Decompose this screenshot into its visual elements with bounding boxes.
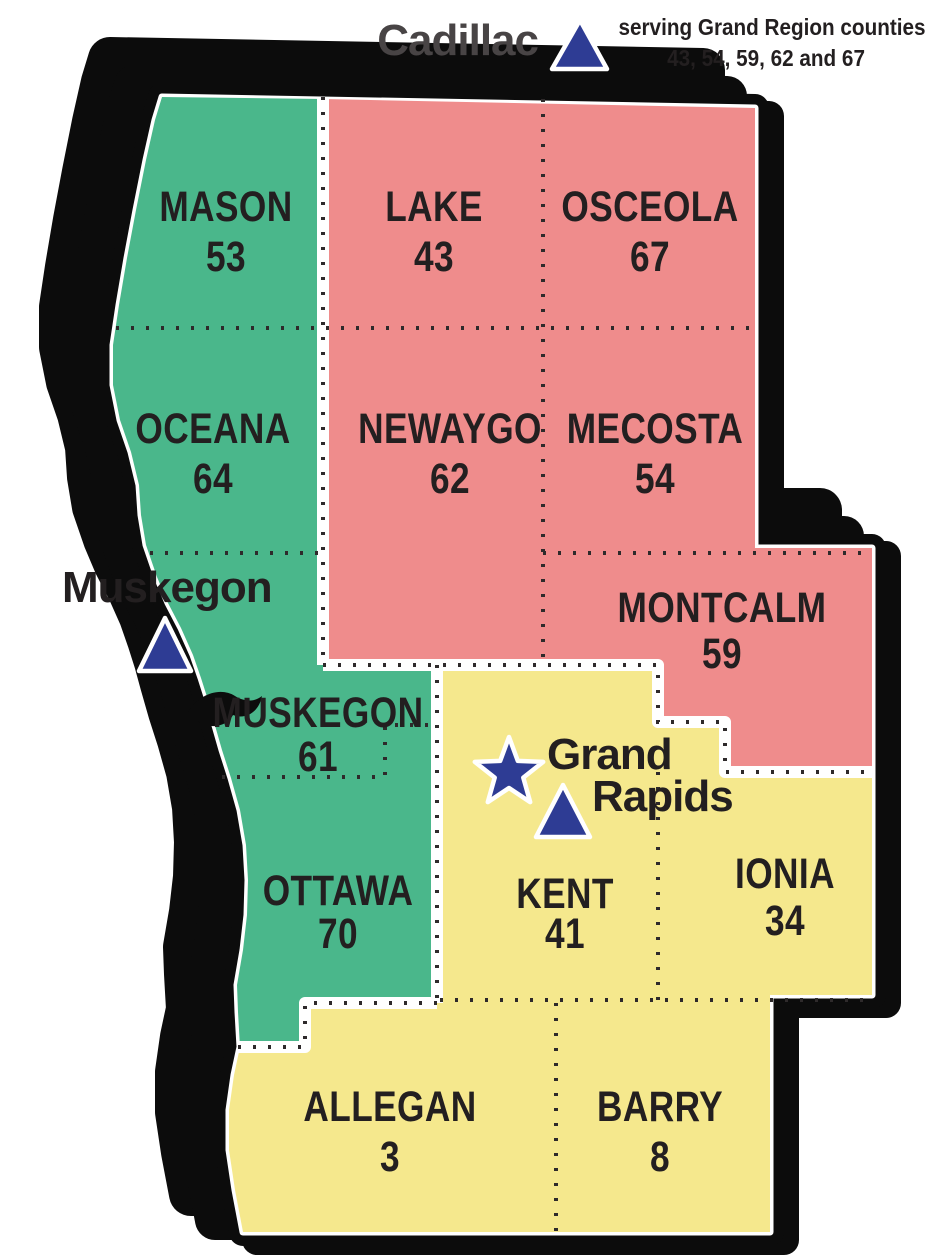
county-number: 41 bbox=[545, 910, 585, 958]
grand-rapids-line1: Grand bbox=[547, 730, 672, 779]
county-name: NEWAYGO bbox=[358, 405, 542, 453]
county-label-ionia: IONIA 34 bbox=[735, 850, 835, 945]
county-name: IONIA bbox=[735, 850, 835, 898]
county-label-lake: LAKE 43 bbox=[385, 183, 483, 281]
region-red-grand-north bbox=[323, 99, 872, 772]
county-number: 34 bbox=[765, 897, 805, 945]
county-number: 61 bbox=[298, 733, 338, 781]
county-label-newaygo: NEWAYGO 62 bbox=[358, 405, 542, 503]
cadillac-triangle-icon bbox=[549, 17, 610, 72]
county-number: 59 bbox=[702, 630, 742, 678]
county-name: OTTAWA bbox=[263, 867, 414, 915]
grand-rapids-triangle-icon bbox=[533, 782, 593, 840]
county-name: BARRY bbox=[597, 1083, 723, 1131]
county-number: 62 bbox=[430, 455, 470, 503]
county-number: 54 bbox=[635, 455, 675, 503]
county-label-mason: MASON 53 bbox=[159, 183, 292, 281]
city-label-cadillac: Cadillac bbox=[377, 16, 538, 65]
county-name: OCEANA bbox=[135, 405, 290, 453]
county-label-osceola: OSCEOLA 67 bbox=[561, 183, 738, 281]
county-label-oceana: OCEANA 64 bbox=[135, 405, 290, 503]
county-label-allegan: ALLEGAN 3 bbox=[303, 1083, 476, 1181]
region-note-line2: 43, 54, 59, 62 and 67 bbox=[667, 45, 865, 71]
county-label-ottawa: OTTAWA 70 bbox=[263, 867, 414, 958]
county-name: LAKE bbox=[385, 183, 483, 231]
county-labels: MASON 53 LAKE 43 OSCEOLA 67 OCEANA 64 NE… bbox=[135, 183, 835, 1181]
county-number: 70 bbox=[318, 910, 358, 958]
county-number: 3 bbox=[380, 1133, 400, 1181]
region-yellow-south bbox=[229, 665, 872, 1232]
county-name: MONTCALM bbox=[618, 584, 827, 632]
city-markers bbox=[136, 17, 610, 840]
county-boundary-dots bbox=[116, 97, 870, 1232]
county-name: MECOSTA bbox=[567, 405, 744, 453]
region-divider-stripes bbox=[238, 97, 872, 1053]
muskegon-lake-icon bbox=[188, 691, 262, 727]
county-number: 43 bbox=[414, 233, 454, 281]
region-green-lakeshore bbox=[113, 97, 437, 1047]
county-number: 8 bbox=[650, 1133, 670, 1181]
county-name: MUSKEGON bbox=[213, 689, 424, 737]
county-name: KENT bbox=[516, 870, 614, 918]
county-name: MASON bbox=[159, 183, 292, 231]
region-note: serving Grand Region counties 43, 54, 59… bbox=[618, 14, 925, 71]
county-label-barry: BARRY 8 bbox=[597, 1083, 723, 1181]
county-number: 64 bbox=[193, 455, 233, 503]
grand-rapids-line2: Rapids bbox=[592, 772, 733, 821]
county-number: 53 bbox=[206, 233, 246, 281]
city-label-grand-rapids: Grand Rapids bbox=[547, 730, 734, 821]
county-name: OSCEOLA bbox=[561, 183, 738, 231]
grand-rapids-star-icon bbox=[472, 734, 546, 805]
county-name: ALLEGAN bbox=[303, 1083, 476, 1131]
muskegon-triangle-icon bbox=[136, 615, 194, 674]
county-label-muskegon: MUSKEGON 61 bbox=[213, 689, 424, 781]
county-number: 67 bbox=[630, 233, 670, 281]
city-label-muskegon: Muskegon bbox=[62, 563, 272, 612]
region-note-line1: serving Grand Region counties bbox=[618, 14, 925, 40]
county-label-kent: KENT 41 bbox=[516, 870, 614, 958]
county-label-mecosta: MECOSTA 54 bbox=[567, 405, 744, 503]
county-label-montcalm: MONTCALM 59 bbox=[618, 584, 827, 678]
